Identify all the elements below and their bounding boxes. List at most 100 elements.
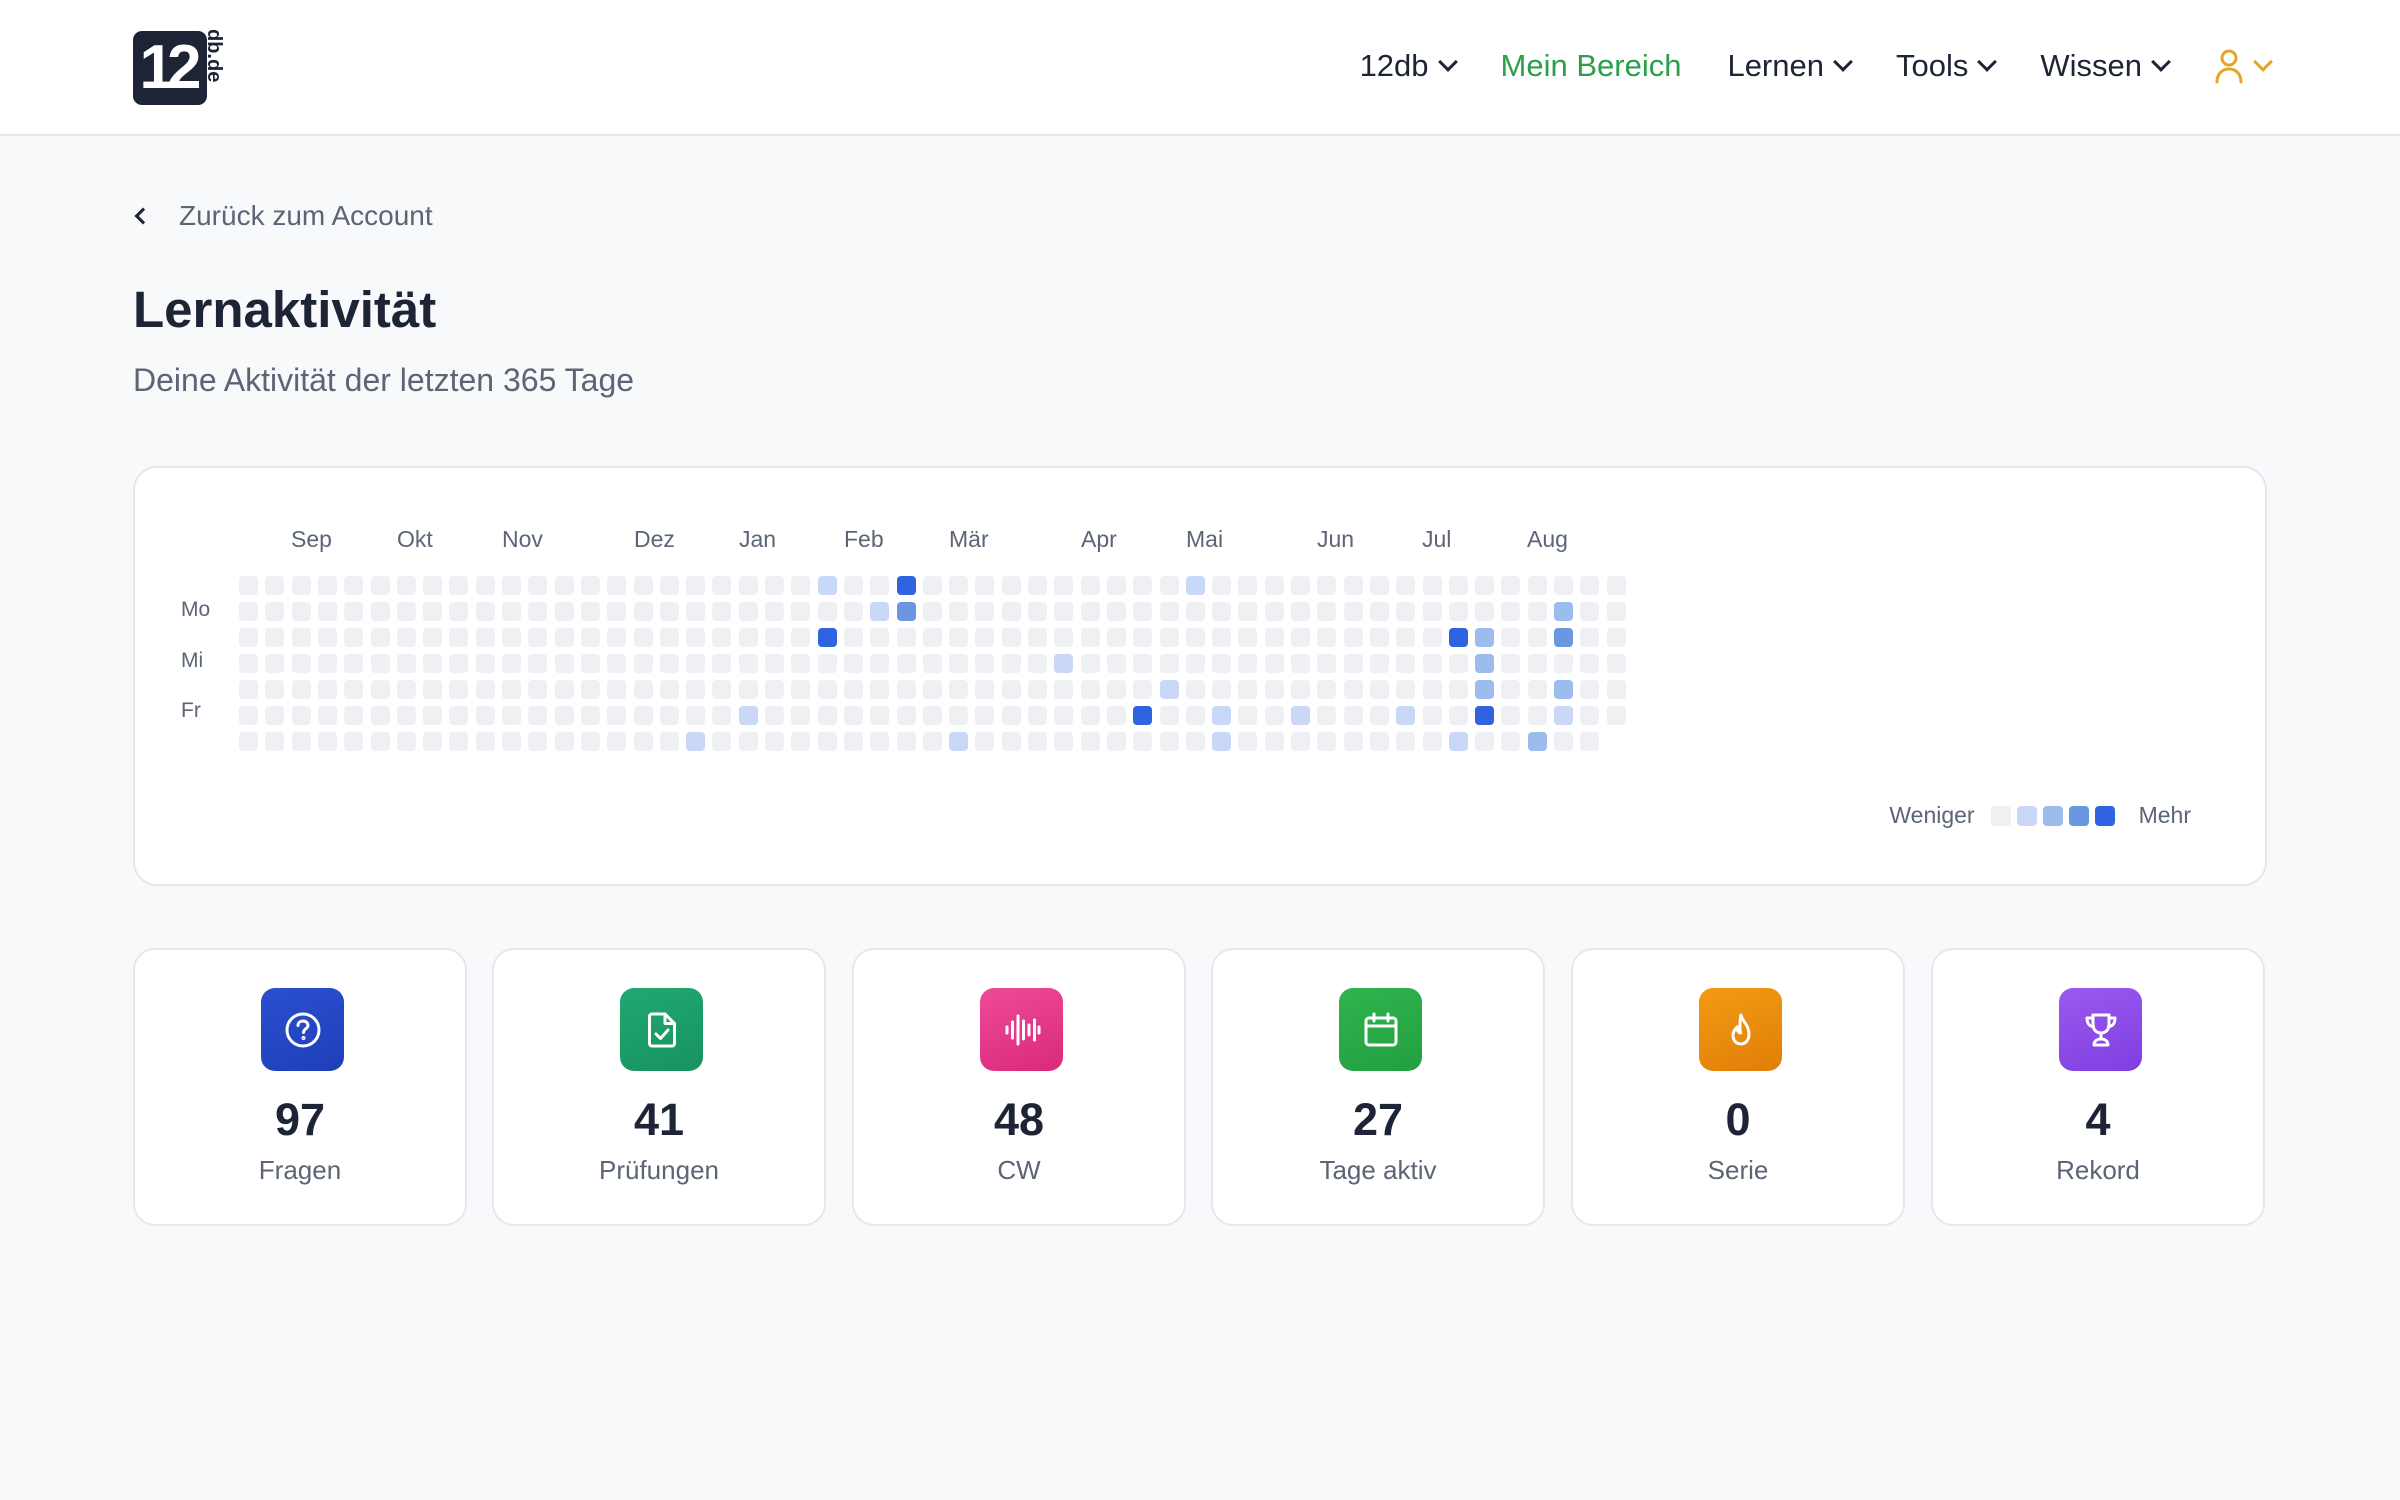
heatmap-day-cell bbox=[843, 576, 863, 595]
heatmap-day-cell bbox=[449, 706, 469, 725]
heatmap-day-cell bbox=[686, 576, 706, 595]
heatmap-day-cell bbox=[1291, 602, 1310, 621]
heatmap-day-cell bbox=[1159, 680, 1179, 699]
page-subtitle: Deine Aktivität der letzten 365 Tage bbox=[133, 362, 635, 398]
heatmap-day-cell bbox=[1080, 680, 1100, 699]
heatmap-day-cell bbox=[1054, 628, 1074, 647]
back-to-account-link[interactable]: Zurück zum Account bbox=[134, 200, 433, 232]
heatmap-day-cell bbox=[344, 654, 364, 673]
heatmap-day-cell bbox=[1396, 576, 1416, 595]
heatmap-day-cell bbox=[317, 654, 337, 673]
heatmap-day-cell bbox=[1238, 576, 1258, 595]
nav-tools[interactable]: Tools bbox=[1896, 48, 1998, 84]
stat-card-serie: 0 Serie bbox=[1571, 948, 1905, 1226]
heatmap-day-cell bbox=[633, 706, 653, 725]
heatmap-day-cell bbox=[528, 628, 548, 647]
heatmap-day-cell bbox=[1343, 706, 1363, 725]
heatmap-day-cell bbox=[1369, 628, 1389, 647]
heatmap-day-cell bbox=[922, 576, 942, 595]
heatmap-day-cell bbox=[949, 576, 969, 595]
heatmap-day-cell bbox=[712, 706, 732, 725]
heatmap-day-cell bbox=[607, 602, 627, 621]
heatmap-day-cell bbox=[502, 602, 521, 621]
heatmap-day-cell bbox=[423, 628, 443, 647]
heatmap-day-cell bbox=[1606, 602, 1626, 621]
site-logo[interactable]: 12 db.de bbox=[133, 29, 229, 107]
heatmap-day-cell bbox=[370, 628, 390, 647]
heatmap-day-cell bbox=[1501, 732, 1521, 751]
heatmap-day-cell bbox=[1501, 576, 1521, 595]
heatmap-day-cell bbox=[1422, 706, 1442, 725]
heatmap-day-cell bbox=[738, 628, 758, 647]
chevron-down-icon bbox=[1437, 52, 1458, 72]
heatmap-legend: Weniger Mehr bbox=[1889, 802, 2191, 829]
heatmap-day-cell bbox=[1554, 654, 1573, 673]
heatmap-day-cell bbox=[528, 706, 548, 725]
heatmap-day-cell bbox=[659, 654, 679, 673]
heatmap-day-cell bbox=[659, 680, 679, 699]
heatmap-day-cell bbox=[1317, 628, 1337, 647]
heatmap-day-cell bbox=[1106, 576, 1126, 595]
heatmap-day-cell bbox=[870, 732, 890, 751]
heatmap-day-cell bbox=[1106, 654, 1126, 673]
heatmap-day-cell bbox=[396, 654, 416, 673]
page-title: Lernaktivität bbox=[133, 281, 437, 338]
heatmap-day-cell bbox=[265, 680, 285, 699]
heatmap-day-cell bbox=[239, 732, 258, 751]
heatmap-day-cell bbox=[1396, 706, 1416, 725]
nav-lernen-label: Lernen bbox=[1727, 48, 1824, 83]
month-label: Mai bbox=[1186, 526, 1224, 552]
heatmap-day-cell bbox=[1159, 602, 1179, 621]
heatmap-day-cell bbox=[1080, 654, 1100, 673]
nav-mein-bereich[interactable]: Mein Bereich bbox=[1501, 48, 1682, 84]
heatmap-day-cell bbox=[1001, 576, 1021, 595]
month-label: Jun bbox=[1317, 526, 1355, 552]
heatmap-day-cell bbox=[1580, 680, 1600, 699]
nav-wissen[interactable]: Wissen bbox=[2040, 48, 2171, 84]
heatmap-day-cell bbox=[1080, 628, 1100, 647]
heatmap-day-cell bbox=[239, 680, 258, 699]
heatmap-day-cell bbox=[922, 628, 942, 647]
chevron-down-icon bbox=[1977, 52, 1998, 72]
heatmap-day-cell bbox=[1475, 654, 1495, 673]
heatmap-day-cell bbox=[1527, 680, 1547, 699]
heatmap-day-cell bbox=[1001, 680, 1021, 699]
heatmap-day-cell bbox=[265, 576, 285, 595]
stat-value: 41 bbox=[633, 1094, 685, 1145]
heatmap-day-cell bbox=[1080, 602, 1100, 621]
heatmap-day-cell bbox=[738, 602, 758, 621]
user-icon bbox=[2215, 49, 2243, 84]
chevron-down-icon bbox=[2253, 52, 2273, 72]
heatmap-day-cell bbox=[1527, 654, 1547, 673]
heatmap-day-cell bbox=[265, 628, 285, 647]
heatmap-day-cell bbox=[1580, 576, 1600, 595]
heatmap-day-cell bbox=[475, 602, 495, 621]
heatmap-day-cell bbox=[870, 654, 890, 673]
heatmap-day-cell bbox=[817, 680, 837, 699]
stat-card-fragen: 97 Fragen bbox=[133, 948, 467, 1226]
heatmap-day-cell bbox=[449, 602, 469, 621]
heatmap-day-cell bbox=[502, 576, 521, 595]
heatmap-day-cell bbox=[528, 680, 548, 699]
heatmap-day-cell bbox=[344, 680, 364, 699]
heatmap-day-cell bbox=[633, 628, 653, 647]
heatmap-day-cell bbox=[1238, 732, 1258, 751]
heatmap-day-cell bbox=[712, 680, 732, 699]
heatmap-day-cell bbox=[791, 706, 811, 725]
main-nav: 12db Mein Bereich Lernen Tools Wissen bbox=[1314, 44, 2273, 88]
heatmap-day-cell bbox=[738, 680, 758, 699]
heatmap-day-cell bbox=[239, 576, 258, 595]
heatmap-day-cell bbox=[1291, 628, 1310, 647]
nav-12db[interactable]: 12db bbox=[1360, 48, 1458, 84]
user-menu[interactable] bbox=[2214, 48, 2273, 84]
heatmap-day-cell bbox=[449, 576, 469, 595]
heatmap-day-cell bbox=[1185, 602, 1205, 621]
nav-lernen[interactable]: Lernen bbox=[1727, 48, 1853, 84]
heatmap-day-cell bbox=[1369, 732, 1389, 751]
heatmap-day-cell bbox=[843, 602, 863, 621]
heatmap-day-cell bbox=[291, 654, 311, 673]
heatmap-day-cell bbox=[738, 732, 758, 751]
heatmap-day-cell bbox=[1212, 732, 1232, 751]
heatmap-day-cell bbox=[922, 732, 942, 751]
heatmap-day-cell bbox=[1264, 602, 1284, 621]
